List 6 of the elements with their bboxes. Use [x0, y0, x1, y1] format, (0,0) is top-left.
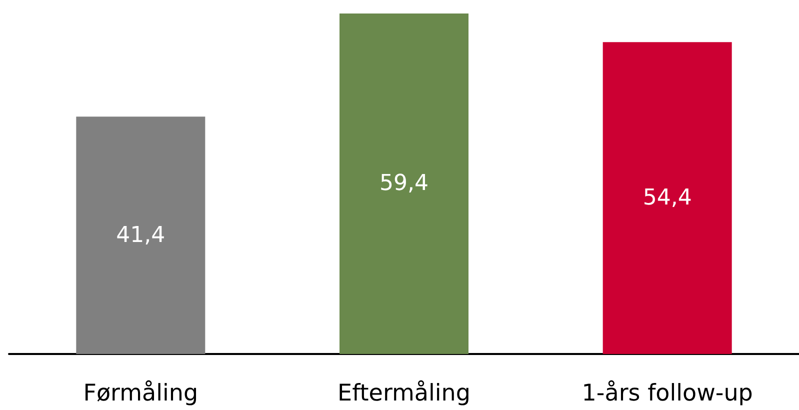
data-label: 41,4: [116, 222, 166, 248]
data-label: 59,4: [380, 171, 428, 196]
x-tick-label: Førmåling: [83, 380, 198, 406]
x-tick-label: Eftermåling: [338, 380, 470, 406]
x-tick-label: 1-års follow-up: [582, 380, 753, 406]
data-label: 54,4: [642, 186, 692, 211]
